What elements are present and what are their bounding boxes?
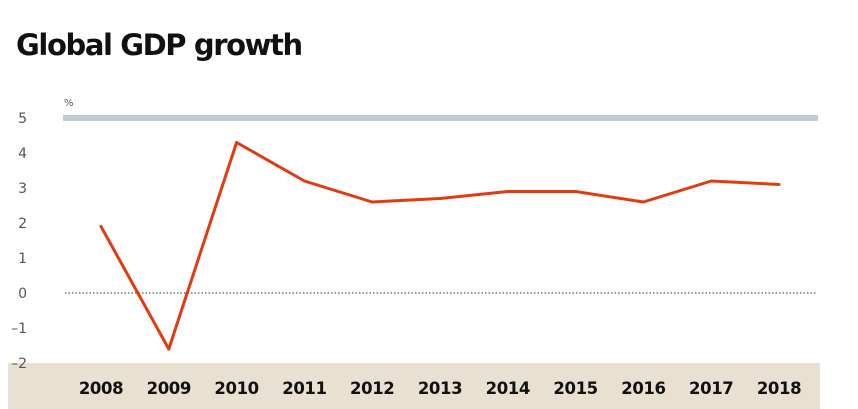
x-axis-band (8, 363, 820, 409)
data-point (709, 179, 713, 183)
x-tick-label: 2012 (350, 379, 394, 398)
chart-title: Global GDP growth (16, 28, 303, 62)
y-tick-label: –2 (11, 356, 27, 372)
x-tick-label: 2016 (621, 379, 665, 398)
data-point (574, 190, 578, 193)
y-axis-ticks: 5 4 3 2 1 0 –1 –2 (11, 111, 27, 372)
data-point (641, 200, 645, 204)
x-tick-label: 2011 (282, 379, 326, 398)
data-point (438, 197, 442, 200)
y-tick-label: 2 (18, 216, 27, 232)
x-tick-label: 2008 (79, 379, 123, 398)
data-point (506, 190, 510, 193)
data-point (302, 179, 306, 183)
x-tick-label: 2018 (757, 379, 801, 398)
data-points (99, 141, 781, 351)
top-rule (63, 115, 818, 121)
y-tick-label: 1 (18, 251, 27, 267)
y-tick-label: 5 (18, 111, 27, 127)
y-tick-label: 0 (18, 286, 27, 302)
data-point (777, 183, 781, 186)
x-axis-ticks: 2008 2009 2010 2011 2012 2013 2014 2015 2016 2017… (79, 379, 802, 398)
x-tick-label: 2014 (486, 379, 530, 398)
x-tick-label: 2015 (553, 379, 597, 398)
y-tick-label: –1 (11, 321, 27, 337)
x-tick-label: 2009 (147, 379, 191, 398)
y-unit-label: % (64, 98, 74, 109)
y-tick-label: 4 (18, 146, 27, 162)
y-tick-label: 3 (18, 181, 27, 197)
x-tick-label: 2010 (214, 379, 258, 398)
data-point (370, 200, 374, 204)
data-point (235, 141, 239, 144)
series-line (99, 141, 780, 351)
x-tick-label: 2013 (418, 379, 462, 398)
data-point (99, 225, 103, 228)
x-tick-label: 2017 (689, 379, 733, 398)
data-point (167, 347, 171, 351)
